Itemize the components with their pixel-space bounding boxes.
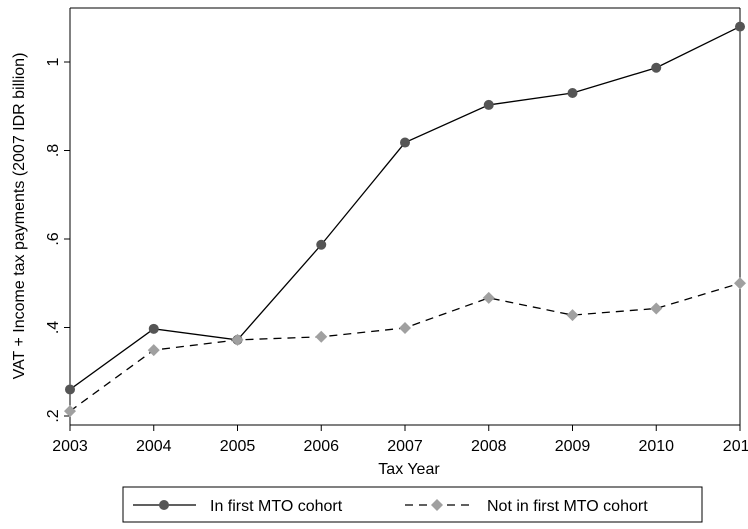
x-tick-label: 2009 <box>555 438 591 455</box>
data-point-not-in-first-mto-cohort <box>147 344 160 357</box>
legend-marker-not-in-first-mto-cohort <box>431 499 443 511</box>
legend-label-in-first-mto-cohort: In first MTO cohort <box>210 498 343 515</box>
x-tick-label: 2007 <box>387 438 423 455</box>
data-point-in-first-mto-cohort <box>316 239 327 250</box>
data-point-in-first-mto-cohort <box>567 87 578 98</box>
y-tick-label: .8 <box>45 144 62 157</box>
y-axis-label: VAT + Income tax payments (2007 IDR bill… <box>11 53 28 380</box>
data-point-in-first-mto-cohort <box>651 62 662 73</box>
legend-label-not-in-first-mto-cohort: Not in first MTO cohort <box>487 498 648 515</box>
x-tick-label: 2011 <box>723 438 748 455</box>
y-tick-label: .6 <box>45 232 62 245</box>
x-tick-label: 2005 <box>220 438 256 455</box>
data-point-not-in-first-mto-cohort <box>650 302 663 315</box>
y-axis-ticks: .2 .4 .6 .8 1 <box>45 57 70 423</box>
x-axis-ticks: 2003 2004 2005 2006 2007 2008 2009 2010 2011 <box>52 425 748 455</box>
series-layer <box>64 21 746 418</box>
data-point-not-in-first-mto-cohort <box>482 291 495 304</box>
data-point-in-first-mto-cohort <box>65 384 75 395</box>
plot-area <box>69 7 741 426</box>
x-tick-label: 2003 <box>52 438 88 455</box>
data-point-not-in-first-mto-cohort <box>315 330 328 343</box>
x-tick-label: 2006 <box>303 438 339 455</box>
data-point-in-first-mto-cohort <box>400 137 410 148</box>
data-point-in-first-mto-cohort <box>735 21 745 32</box>
data-point-not-in-first-mto-cohort <box>64 405 76 418</box>
data-point-not-in-first-mto-cohort <box>734 277 746 290</box>
data-point-not-in-first-mto-cohort <box>231 333 244 346</box>
x-tick-label: 2004 <box>136 438 172 455</box>
data-point-in-first-mto-cohort <box>148 323 159 334</box>
y-tick-label: 1 <box>45 57 62 66</box>
x-tick-label: 2008 <box>471 438 507 455</box>
x-tick-label: 2010 <box>638 438 674 455</box>
data-point-not-in-first-mto-cohort <box>399 321 411 334</box>
x-axis-label: Tax Year <box>378 461 440 478</box>
data-point-in-first-mto-cohort <box>483 99 494 110</box>
data-point-not-in-first-mto-cohort <box>566 309 579 322</box>
legend-marker-in-first-mto-cohort <box>159 500 169 510</box>
y-tick-label: .4 <box>45 321 62 334</box>
legend: In first MTO cohort Not in first MTO coh… <box>122 486 703 523</box>
y-tick-label: .2 <box>45 409 62 422</box>
